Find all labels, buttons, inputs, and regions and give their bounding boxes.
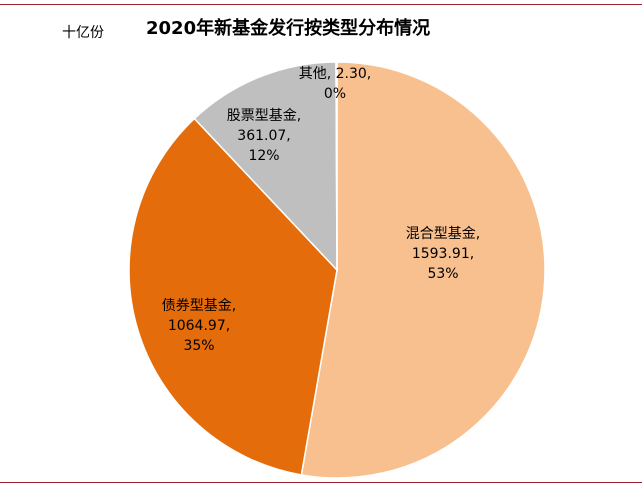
pie-labels: 混合型基金, 1593.91, 53% 债券型基金, 1064.97, 35% 股票型基金,… — [162, 66, 480, 354]
bottom-rule — [0, 482, 642, 483]
unit-label: 十亿份 — [62, 25, 104, 41]
pie-slice-other — [335, 61, 338, 271]
pie-slices — [128, 61, 546, 479]
slice-label-bond: 债券型基金, 1064.97, 35% — [162, 297, 236, 354]
chart-title: 2020年新基金发行按类型分布情况 — [146, 18, 431, 39]
slice-label-stock: 股票型基金, 361.07, 12% — [227, 107, 301, 164]
pie-slice-bond — [128, 117, 338, 476]
pie-slice-mixed — [300, 61, 546, 479]
slice-label-other: 其他, 2.30, 0% — [299, 66, 372, 102]
top-rule — [0, 4, 642, 5]
pie-slice-stock — [193, 61, 338, 272]
slice-label-mixed: 混合型基金, 1593.91, 53% — [406, 225, 480, 282]
